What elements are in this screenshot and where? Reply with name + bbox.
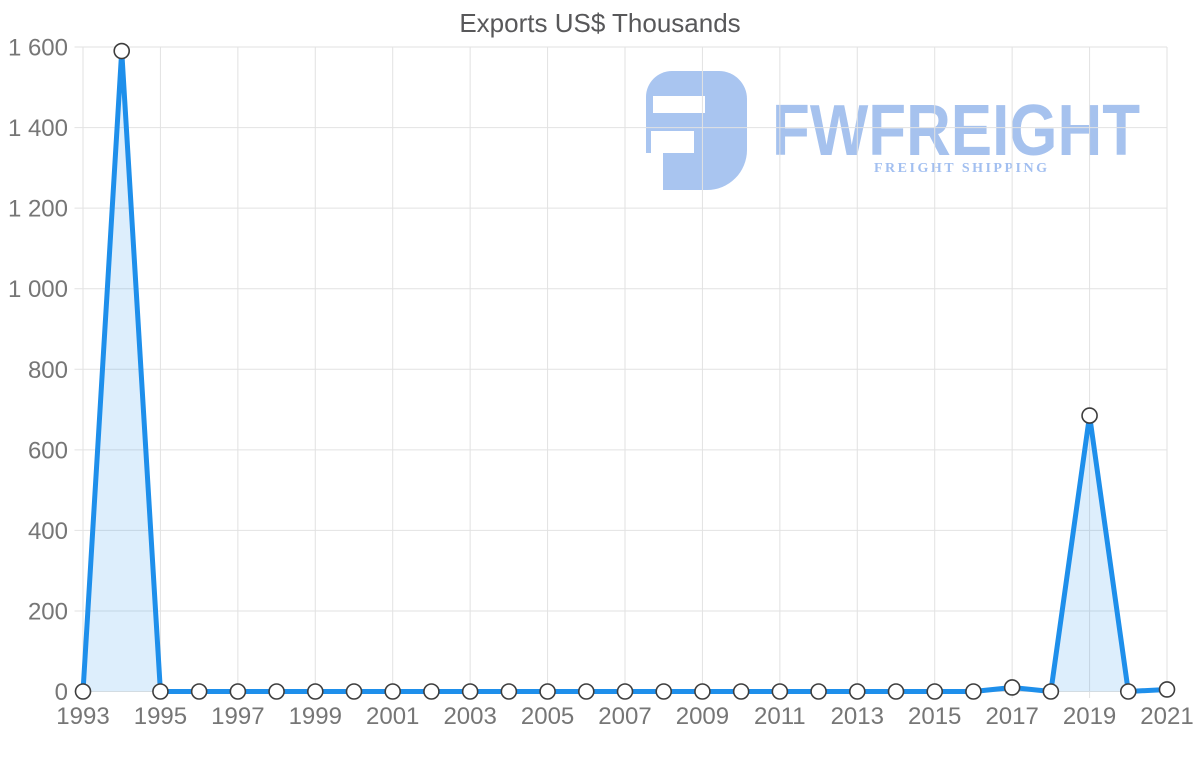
y-axis-tick-label: 1 200 — [8, 196, 68, 223]
logo: FWFREIGHT FREIGHT SHIPPING — [646, 71, 1200, 196]
data-point-marker[interactable] — [965, 683, 982, 700]
y-axis-tick-label: 400 — [28, 518, 68, 545]
data-point-marker[interactable] — [1119, 683, 1137, 700]
data-point-marker[interactable] — [190, 683, 208, 700]
data-point-marker[interactable] — [229, 683, 247, 700]
x-axis-tick-label: 2017 — [985, 703, 1038, 730]
x-axis-tick-label: 2019 — [1063, 703, 1116, 730]
chart-title: Exports US$ Thousands — [459, 8, 741, 38]
x-axis-tick-label: 2001 — [366, 703, 419, 730]
data-point-marker[interactable] — [268, 683, 285, 700]
data-point-marker[interactable] — [771, 683, 789, 700]
y-axis-tick-label: 200 — [28, 598, 68, 625]
logo-tagline-text: FREIGHT SHIPPING — [874, 161, 1050, 176]
x-axis-tick-label: 2015 — [908, 703, 961, 730]
x-axis-tick-label: 1997 — [211, 703, 264, 730]
data-point-marker[interactable] — [926, 683, 944, 700]
x-axis-tick-label: 1999 — [289, 703, 342, 730]
data-point-marker[interactable] — [1081, 407, 1098, 424]
x-axis-tick-label: 1995 — [134, 703, 187, 730]
data-point-marker[interactable] — [152, 683, 169, 700]
data-point-marker[interactable] — [655, 683, 673, 700]
data-point-marker[interactable] — [732, 683, 750, 700]
y-axis-tick-label: 1 600 — [8, 35, 68, 62]
y-axis-tick-label: 1 000 — [8, 276, 68, 303]
data-point-marker[interactable] — [848, 683, 866, 700]
data-point-marker[interactable] — [345, 683, 363, 700]
y-axis-tick-label: 800 — [28, 357, 68, 384]
data-point-marker[interactable] — [384, 683, 402, 700]
x-axis-tick-label: 2009 — [676, 703, 729, 730]
y-axis-tick-label: 1 400 — [8, 115, 68, 142]
x-axis-tick-label: 2005 — [521, 703, 574, 730]
data-point-marker[interactable] — [306, 683, 324, 700]
data-point-marker[interactable] — [1003, 679, 1021, 696]
y-axis-tick-label: 600 — [28, 437, 68, 464]
freight-logo-icon — [646, 71, 747, 190]
data-point-marker[interactable] — [500, 683, 518, 700]
x-axis-tick-label: 2007 — [598, 703, 651, 730]
data-point-marker[interactable] — [113, 42, 131, 60]
x-axis-tick-label: 2011 — [754, 703, 806, 730]
x-axis-tick-label: 2003 — [443, 703, 496, 730]
data-point-marker[interactable] — [1158, 681, 1176, 698]
logo-brand-text: FWFREIGHT — [772, 91, 1141, 171]
data-point-marker[interactable] — [539, 683, 556, 700]
y-axis-tick-label: 0 — [55, 679, 68, 706]
data-point-marker[interactable] — [74, 683, 92, 700]
data-point-marker[interactable] — [577, 683, 595, 700]
data-point-marker[interactable] — [1042, 683, 1060, 700]
data-point-marker[interactable] — [461, 683, 479, 700]
x-axis-tick-label: 1993 — [56, 703, 109, 730]
data-point-marker[interactable] — [887, 683, 905, 700]
data-point-marker[interactable] — [423, 683, 440, 700]
data-point-marker[interactable] — [694, 683, 711, 700]
x-axis-tick-label: 2021 — [1140, 703, 1193, 730]
data-point-marker[interactable] — [616, 683, 634, 700]
x-axis-tick-label: 2013 — [831, 703, 884, 730]
data-point-marker[interactable] — [810, 683, 827, 700]
